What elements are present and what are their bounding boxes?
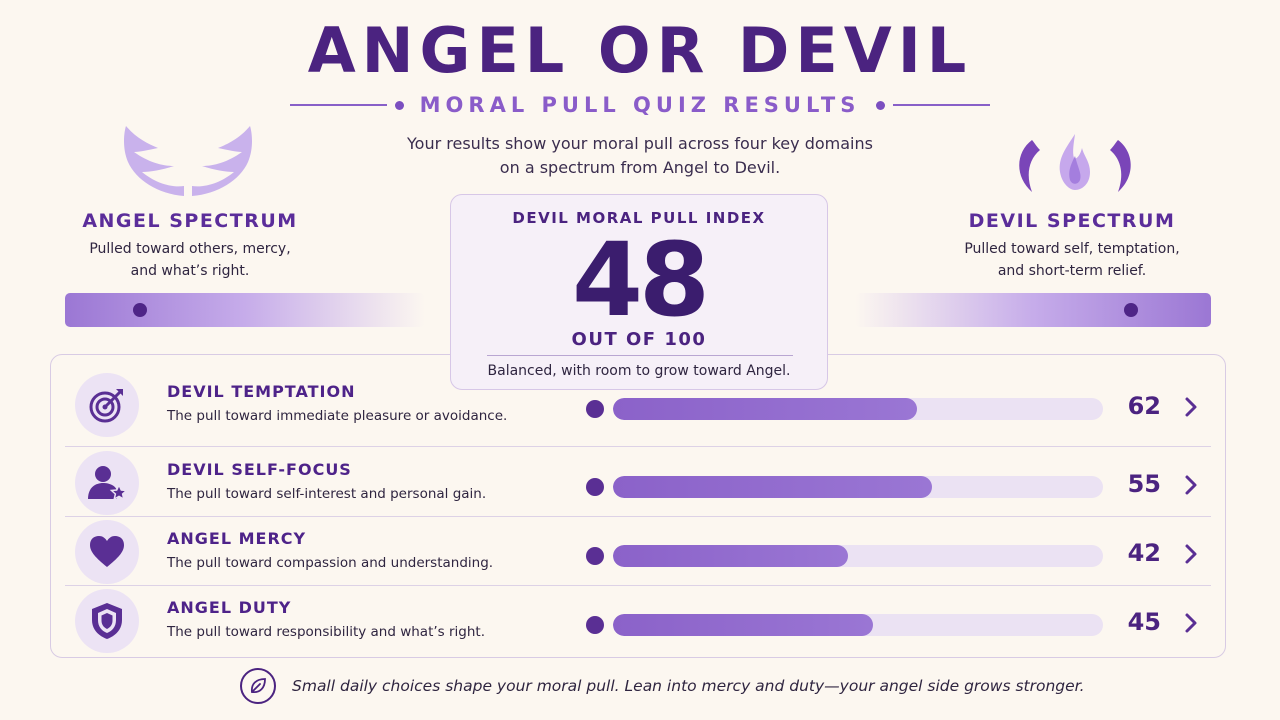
index-card: DEVIL MORAL PULL INDEX 48 OUT OF 100 Bal… [450, 194, 828, 390]
domain-desc: The pull toward compassion and understan… [167, 555, 494, 571]
spectrum-marker [1124, 303, 1138, 317]
intro-text: Your results show your moral pull across… [340, 132, 940, 180]
leaf-icon [240, 668, 276, 704]
page-title: ANGEL OR DEVIL [307, 14, 973, 87]
score-track [613, 545, 1103, 567]
footer: Small daily choices shape your moral pul… [240, 666, 1085, 706]
person-star-icon [75, 451, 139, 515]
score-track [613, 476, 1103, 498]
row-divider [65, 585, 1211, 586]
intro-line: on a spectrum from Angel to Devil. [499, 158, 781, 177]
score-marker [586, 547, 604, 565]
devil-spectrum-desc: Pulled toward self, temptation, and shor… [922, 238, 1222, 282]
domain-score: 55 [1127, 470, 1161, 498]
domain-row[interactable]: ANGEL DUTY The pull toward responsibilit… [65, 586, 1211, 654]
divider-dot [876, 100, 886, 110]
spectrum-marker [133, 303, 147, 317]
domain-title: DEVIL TEMPTATION [167, 382, 356, 401]
domain-score: 45 [1127, 608, 1161, 636]
domain-row[interactable]: DEVIL SELF-FOCUS The pull toward self-in… [65, 448, 1211, 516]
footer-text: Small daily choices shape your moral pul… [292, 677, 1085, 695]
domain-title: ANGEL MERCY [167, 529, 307, 548]
chevron-right-icon[interactable] [1179, 392, 1203, 422]
subtitle-row: MORAL PULL QUIZ RESULTS [290, 92, 990, 118]
intro-line: Your results show your moral pull across… [407, 134, 873, 153]
chevron-right-icon[interactable] [1179, 470, 1203, 500]
score-fill [613, 545, 849, 567]
domain-title: ANGEL DUTY [167, 598, 292, 617]
domain-score: 42 [1127, 539, 1161, 567]
devil-desc-line: Pulled toward self, temptation, [964, 241, 1180, 257]
shield-icon [75, 589, 139, 653]
index-label: DEVIL MORAL PULL INDEX [512, 209, 766, 227]
devil-spectrum-bar [855, 293, 1211, 327]
row-divider [65, 516, 1211, 517]
divider-dot [394, 100, 404, 110]
heart-icon [75, 520, 139, 584]
score-marker [586, 616, 604, 634]
domain-desc: The pull toward responsibility and what’… [167, 624, 485, 640]
score-marker [586, 478, 604, 496]
score-marker [586, 400, 604, 418]
score-fill [613, 476, 932, 498]
angel-spectrum-title: ANGEL SPECTRUM [82, 210, 298, 232]
devil-desc-line: and short-term relief. [997, 263, 1147, 279]
domain-desc: The pull toward immediate pleasure or av… [167, 408, 508, 424]
domains-panel: DEVIL TEMPTATION The pull toward immedia… [50, 354, 1226, 658]
chevron-right-icon[interactable] [1179, 608, 1203, 638]
horns-flame-icon [1019, 134, 1131, 192]
chevron-right-icon[interactable] [1179, 539, 1203, 569]
domain-row[interactable]: DEVIL TEMPTATION The pull toward immedia… [65, 370, 1211, 438]
page-subtitle: MORAL PULL QUIZ RESULTS [419, 93, 861, 117]
score-track [613, 614, 1103, 636]
index-note: Balanced, with room to grow toward Angel… [487, 363, 791, 379]
index-value: 48 [572, 221, 710, 340]
domain-score: 62 [1127, 392, 1161, 420]
index-out-of: OUT OF 100 [571, 329, 707, 350]
angel-desc-line: and what’s right. [130, 263, 250, 279]
score-fill [613, 614, 873, 636]
angel-desc-line: Pulled toward others, mercy, [89, 241, 291, 257]
divider-line [893, 104, 990, 106]
domain-title: DEVIL SELF-FOCUS [167, 460, 352, 479]
divider-line [290, 104, 387, 106]
score-track [613, 398, 1103, 420]
domain-row[interactable]: ANGEL MERCY The pull toward compassion a… [65, 517, 1211, 585]
index-divider [487, 355, 793, 356]
score-fill [613, 398, 917, 420]
angel-spectrum-bar [65, 293, 425, 327]
wings-icon [124, 126, 252, 196]
row-divider [65, 446, 1211, 447]
angel-spectrum-desc: Pulled toward others, mercy, and what’s … [40, 238, 340, 282]
domain-desc: The pull toward self-interest and person… [167, 486, 487, 502]
devil-spectrum-title: DEVIL SPECTRUM [968, 210, 1176, 232]
target-icon [75, 373, 139, 437]
